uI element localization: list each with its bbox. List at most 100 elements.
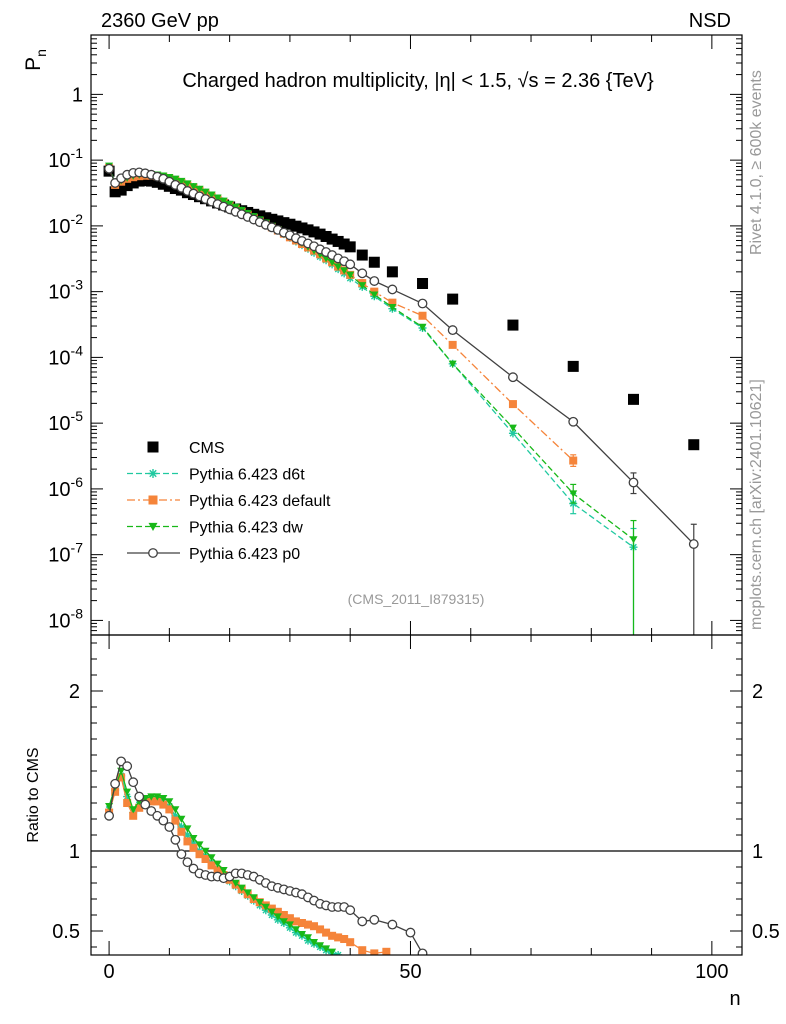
ratio-point: [140, 799, 151, 810]
ratio-point: [291, 926, 300, 934]
data-point: [358, 282, 367, 290]
ratio-point: [189, 835, 198, 843]
ratio-point: [231, 879, 240, 887]
data-point: [201, 188, 210, 196]
data-point: [568, 416, 579, 427]
legend-label: Pythia 6.423 default: [189, 493, 331, 510]
main-ytick-label-base: 10: [48, 479, 70, 501]
data-point: [326, 233, 338, 245]
data-point: [104, 163, 115, 174]
ratio-point: [165, 798, 174, 806]
data-point: [369, 276, 380, 286]
data-point: [177, 177, 186, 186]
data-point: [356, 249, 368, 261]
data-point: [447, 293, 459, 305]
ratio-point: [134, 791, 145, 802]
series-pythia-6-423-p0: [104, 163, 699, 635]
data-point: [688, 439, 700, 451]
main-panel: 10-810-710-610-510-410-310-210-11 Charge…: [22, 34, 743, 636]
ratio-point: [285, 921, 294, 929]
data-point: [386, 266, 398, 278]
series-pythia-6-423-d6t: [105, 162, 638, 635]
data-point: [338, 238, 350, 250]
ratio-point: [243, 889, 252, 897]
ratio-point: [158, 815, 169, 826]
data-point: [157, 178, 169, 190]
ratio-point: [117, 773, 126, 782]
legend-marker: [148, 522, 158, 531]
data-point: [688, 539, 699, 549]
ratio-point: [159, 795, 168, 803]
data-point: [334, 263, 343, 271]
data-point: [388, 303, 397, 312]
main-ylabel-base: P: [22, 57, 45, 71]
ratio-point: [123, 799, 132, 807]
data-point: [332, 235, 344, 247]
data-point: [121, 180, 133, 192]
main-chart-title: Charged hadron multiplicity, |η| < 1.5, …: [182, 70, 654, 92]
main-panel-frame: [90, 34, 743, 636]
legend-label: Pythia 6.423 dw: [189, 520, 303, 537]
mcplots-label: mcplots.cern.ch [arXiv:2401.10621]: [748, 379, 765, 630]
ratio-point: [165, 805, 174, 814]
ratio-point: [128, 777, 139, 788]
data-point: [508, 372, 518, 383]
main-ytick-label: 10-8: [48, 605, 83, 632]
series-line: [108, 166, 634, 548]
data-point: [346, 271, 355, 279]
data-point: [508, 400, 517, 409]
ratio-point: [346, 938, 355, 947]
series-line: [108, 168, 695, 545]
data-point: [387, 284, 398, 295]
legend-item-pythia-6-423-d6t: Pythia 6.423 d6t: [127, 467, 305, 484]
ratio-point: [123, 792, 132, 801]
ratio-line: [108, 760, 424, 954]
ratio-point: [183, 825, 192, 833]
ratio-point: [285, 914, 294, 923]
main-ytick-label-base: 10: [48, 150, 70, 172]
ratio-point: [322, 928, 331, 937]
series-pythia-6-423-dw: [105, 162, 638, 635]
data-point: [508, 429, 517, 438]
ratio-point: [345, 905, 356, 916]
main-ytick-label-exp: -8: [71, 605, 84, 621]
ratio-panel-frame: [90, 634, 743, 956]
ratio-point: [129, 811, 138, 820]
data-point: [302, 224, 314, 236]
legend: CMS Pythia 6.423 d6t Pythia 6.423 default P…: [127, 440, 331, 563]
ratio-point: [164, 822, 175, 832]
main-series-group: [103, 162, 700, 635]
main-ytick-label: 10-2: [48, 211, 83, 238]
ratio-point: [111, 787, 120, 796]
data-point: [115, 184, 127, 196]
ratio-point: [219, 867, 228, 875]
main-axis-ticks: 10-810-710-610-510-410-310-210-11: [48, 34, 742, 636]
ratio-ytick-label-right: 0.5: [752, 921, 780, 943]
ratio-point: [171, 806, 180, 814]
ratio-point: [249, 894, 258, 902]
data-point: [357, 268, 368, 279]
ratio-point: [340, 935, 349, 943]
data-point: [151, 176, 163, 188]
data-point: [219, 197, 228, 205]
main-ytick-label: 10-3: [48, 277, 83, 304]
data-point: [344, 241, 356, 253]
legend-marker: [147, 441, 159, 453]
main-ytick-label: 10-4: [48, 342, 83, 369]
data-point: [417, 298, 428, 309]
ratio-point: [279, 911, 288, 919]
ratio-ytick-label: 2: [69, 681, 80, 703]
data-point: [417, 277, 429, 289]
main-ytick-label: 10-1: [48, 145, 83, 172]
ratio-ytick-label: 1: [69, 841, 80, 863]
ratio-point: [201, 847, 210, 855]
data-point: [254, 210, 266, 222]
legend-marker: [148, 495, 158, 505]
ratio-point: [261, 903, 270, 911]
main-ytick-label: 1: [72, 84, 83, 106]
data-point: [314, 228, 326, 240]
ratio-point: [322, 945, 331, 953]
legend-label: Pythia 6.423 d6t: [189, 467, 305, 484]
data-point: [569, 490, 578, 498]
main-ytick-label: 10-5: [48, 408, 83, 435]
